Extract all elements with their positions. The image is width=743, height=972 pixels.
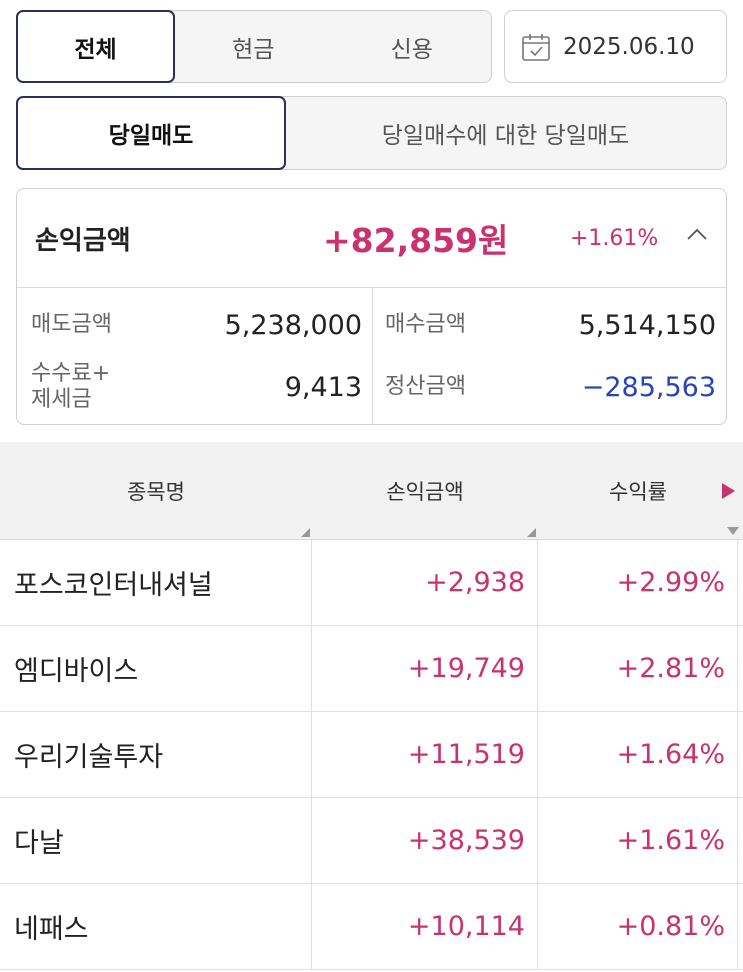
filter-credit-button[interactable]: 신용 — [390, 36, 433, 63]
pnl-amount: +82,859원 — [323, 221, 509, 260]
stock-table: 종목명 손익금액 수익률 포스코인터내셔널 +2,938 +2.99% 엠디바이… — [0, 442, 743, 970]
pnl-label: 손익금액 — [35, 225, 131, 256]
sort-icon — [727, 527, 739, 535]
sort-icon — [301, 528, 310, 537]
stock-rate: +1.61% — [538, 798, 738, 883]
chevron-up-icon[interactable] — [686, 227, 708, 241]
summary-card: 손익금액 +82,859원 +1.61% 매도금액 5,238,000 수수료+… — [16, 188, 727, 425]
stock-name: 포스코인터내셔널 — [0, 540, 312, 625]
filter-all-button[interactable]: 전체 — [16, 10, 175, 83]
pnl-percent: +1.61% — [570, 225, 659, 251]
header-return-rate[interactable]: 수익률 — [609, 479, 667, 504]
fee-label: 수수료+ 제세금 — [31, 361, 111, 412]
summary-header[interactable]: 손익금액 +82,859원 +1.61% — [17, 189, 726, 288]
header-pnl[interactable]: 손익금액 — [312, 442, 538, 539]
date-value: 2025.06.10 — [563, 33, 695, 60]
same-day-sell-tab[interactable]: 당일매도 — [16, 96, 286, 170]
stock-name: 네패스 — [0, 884, 312, 969]
stock-pnl: +10,114 — [312, 884, 538, 969]
summary-details: 매도금액 5,238,000 수수료+ 제세금 9,413 매수금액 5,514,… — [17, 288, 726, 424]
buy-amount-value: 5,514,150 — [578, 309, 716, 341]
sell-amount-row: 매도금액 5,238,000 — [31, 297, 362, 353]
play-arrow-icon[interactable] — [722, 483, 735, 499]
stock-rate: +2.99% — [538, 540, 738, 625]
stock-name: 엠디바이스 — [0, 626, 312, 711]
calendar-icon — [522, 33, 550, 61]
sort-icon — [527, 528, 536, 537]
stock-pnl: +38,539 — [312, 798, 538, 883]
stock-pnl: +11,519 — [312, 712, 538, 797]
settlement-label: 정산금액 — [385, 374, 466, 399]
date-picker[interactable]: 2025.06.10 — [504, 10, 727, 83]
table-row[interactable]: 다날 +38,539 +1.61% — [0, 798, 743, 884]
stock-name: 다날 — [0, 798, 312, 883]
stock-pnl: +19,749 — [312, 626, 538, 711]
filter-cash-button[interactable]: 현금 — [232, 36, 275, 63]
buy-amount-label: 매수금액 — [385, 312, 466, 337]
trade-type-filter: 당일매도 당일매수에 대한 당일매도 — [16, 96, 727, 170]
sell-amount-value: 5,238,000 — [224, 309, 362, 341]
same-day-buy-sell-tab[interactable]: 당일매수에 대한 당일매도 — [381, 123, 630, 149]
stock-name: 우리기술투자 — [0, 712, 312, 797]
settlement-row: 정산금액 −285,563 — [385, 359, 716, 415]
settlement-value: −285,563 — [581, 371, 716, 403]
buy-amount-row: 매수금액 5,514,150 — [385, 297, 716, 353]
table-row[interactable]: 네패스 +10,114 +0.81% — [0, 884, 743, 970]
table-row[interactable]: 우리기술투자 +11,519 +1.64% — [0, 712, 743, 798]
stock-pnl: +2,938 — [312, 540, 538, 625]
table-header: 종목명 손익금액 수익률 — [0, 442, 743, 540]
fee-value: 9,413 — [284, 371, 362, 403]
header-stock-name[interactable]: 종목명 — [0, 442, 312, 539]
stock-rate: +1.64% — [538, 712, 738, 797]
account-filter: 전체 현금 신용 — [16, 10, 492, 83]
table-row[interactable]: 포스코인터내셔널 +2,938 +2.99% — [0, 540, 743, 626]
sell-amount-label: 매도금액 — [31, 312, 112, 337]
fee-row: 수수료+ 제세금 9,413 — [31, 359, 362, 415]
table-row[interactable]: 엠디바이스 +19,749 +2.81% — [0, 626, 743, 712]
stock-rate: +2.81% — [538, 626, 738, 711]
stock-rate: +0.81% — [538, 884, 738, 969]
